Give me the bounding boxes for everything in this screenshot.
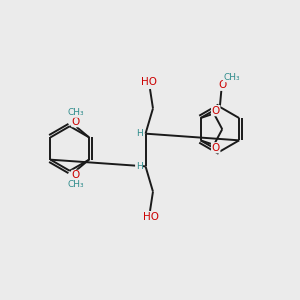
Text: O: O xyxy=(72,170,80,180)
Text: CH₃: CH₃ xyxy=(68,108,84,117)
Text: H: H xyxy=(136,129,142,138)
Text: O: O xyxy=(72,117,80,127)
Text: HO: HO xyxy=(140,76,157,87)
Text: O: O xyxy=(212,106,220,116)
Text: O: O xyxy=(219,80,227,90)
Text: HO: HO xyxy=(143,212,160,223)
Text: CH₃: CH₃ xyxy=(68,180,84,189)
Text: O: O xyxy=(212,143,220,153)
Text: CH₃: CH₃ xyxy=(224,73,240,82)
Text: H: H xyxy=(136,162,142,171)
